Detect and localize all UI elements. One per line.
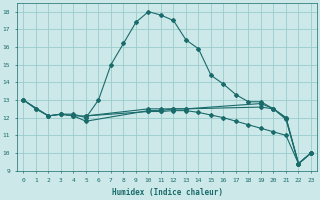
X-axis label: Humidex (Indice chaleur): Humidex (Indice chaleur) bbox=[112, 188, 223, 197]
